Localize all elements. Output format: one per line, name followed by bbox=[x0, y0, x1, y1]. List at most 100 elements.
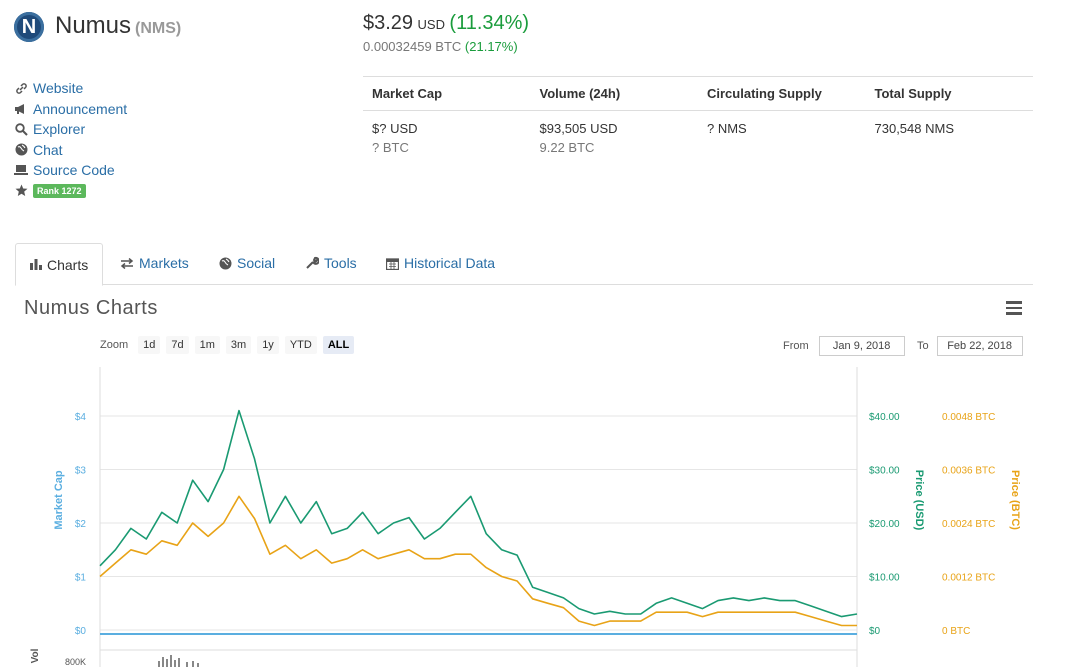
tab-tools[interactable]: Tools bbox=[305, 243, 357, 283]
zoom-1y-button[interactable]: 1y bbox=[257, 336, 279, 354]
ticks-left-label: $0 bbox=[75, 626, 87, 637]
tab-charts[interactable]: Charts bbox=[15, 243, 104, 286]
range-to: To Feb 22, 2018 bbox=[917, 336, 1023, 356]
link-chat[interactable]: Chat bbox=[14, 140, 127, 161]
exchange-icon bbox=[120, 257, 134, 269]
tab-historical-label: Historical Data bbox=[404, 255, 496, 271]
zoom-ytd-button[interactable]: YTD bbox=[284, 336, 317, 354]
zoom-controls: Zoom 1d 7d 1m 3m 1y YTD ALL bbox=[100, 336, 360, 354]
star-icon bbox=[14, 184, 28, 198]
stats-market-cap-usd: $? USD bbox=[372, 121, 418, 136]
hamburger-menu-icon[interactable] bbox=[1006, 301, 1022, 315]
stats-cell-market-cap: $? USD ? BTC bbox=[363, 121, 531, 155]
link-explorer-label[interactable]: Explorer bbox=[33, 121, 86, 138]
tab-charts-label: Charts bbox=[47, 256, 89, 273]
to-label: To bbox=[917, 340, 929, 352]
price-btc-row: 0.00032459 BTC (21.17%) bbox=[363, 39, 529, 54]
ticks-btc-label: 0.0036 BTC bbox=[942, 466, 995, 477]
stats-cell-circulating: ? NMS bbox=[698, 121, 866, 155]
stats-header-circulating: Circulating Supply bbox=[707, 86, 822, 101]
globe-icon bbox=[14, 143, 28, 157]
laptop-icon bbox=[14, 163, 28, 177]
ticks-left-label: $3 bbox=[75, 466, 87, 477]
stats-volume-btc: 9.22 BTC bbox=[539, 140, 595, 155]
rank-badge: Rank 1272 bbox=[33, 183, 86, 198]
series-line-price-btc- bbox=[99, 495, 857, 627]
stats-market-cap-btc: ? BTC bbox=[372, 140, 409, 155]
zoom-7d-button[interactable]: 7d bbox=[166, 336, 189, 354]
stats-cell-volume: $93,505 USD 9.22 BTC bbox=[531, 121, 699, 155]
volume-bar bbox=[178, 658, 180, 667]
coin-logo-letter: N bbox=[21, 15, 37, 38]
ticks-btc-label: 0.0048 BTC bbox=[942, 412, 995, 423]
series-line-price-usd- bbox=[99, 409, 858, 618]
coin-logo: N bbox=[14, 12, 44, 42]
volume-bar bbox=[174, 660, 176, 667]
chart-title: Numus Charts bbox=[24, 297, 158, 319]
chart-series bbox=[99, 409, 858, 635]
stats-header-total: Total Supply bbox=[874, 86, 952, 101]
zoom-3m-button[interactable]: 3m bbox=[225, 336, 252, 354]
chart-gridlines bbox=[100, 415, 857, 631]
bar-chart-icon bbox=[30, 259, 42, 270]
stats-value-row: $? USD ? BTC $93,505 USD 9.22 BTC ? NMS … bbox=[363, 111, 1033, 155]
ticks-usd-label: $40.00 bbox=[869, 412, 900, 423]
volume-bar bbox=[170, 655, 172, 667]
tab-social[interactable]: Social bbox=[219, 243, 275, 283]
link-explorer[interactable]: Explorer bbox=[14, 119, 127, 140]
stats-total: 730,548 NMS bbox=[874, 121, 955, 136]
stats-header-volume: Volume (24h) bbox=[539, 86, 621, 101]
coin-links: Website Announcement Explorer Chat Sourc… bbox=[14, 78, 127, 201]
link-source-code-label[interactable]: Source Code bbox=[33, 162, 115, 179]
to-date-input[interactable]: Feb 22, 2018 bbox=[936, 336, 1023, 356]
coin-name: Numus bbox=[55, 12, 132, 39]
link-announcement[interactable]: Announcement bbox=[14, 99, 127, 120]
link-website-label[interactable]: Website bbox=[33, 80, 84, 97]
price-btc: 0.00032459 BTC bbox=[363, 39, 462, 54]
ticks-usd-label: $20.00 bbox=[869, 519, 900, 530]
tab-markets[interactable]: Markets bbox=[120, 243, 189, 283]
volume-bar bbox=[197, 663, 199, 667]
volume-bar bbox=[186, 662, 188, 667]
ticks-btc-label: 0.0024 BTC bbox=[942, 519, 995, 530]
rank-row: Rank 1272 bbox=[14, 181, 127, 202]
zoom-label: Zoom bbox=[100, 339, 129, 351]
zoom-all-button[interactable]: ALL bbox=[322, 336, 355, 354]
volume-tick-label: 800K bbox=[65, 657, 86, 667]
ticks-usd-label: $30.00 bbox=[869, 466, 900, 477]
price-block: $3.29 USD (11.34%) 0.00032459 BTC (21.17… bbox=[363, 12, 529, 54]
price-change-usd: (11.34%) bbox=[449, 12, 530, 34]
zoom-1d-button[interactable]: 1d bbox=[138, 336, 161, 354]
stats-volume-usd: $93,505 USD bbox=[539, 121, 618, 136]
link-chat-label[interactable]: Chat bbox=[33, 141, 63, 158]
stats-header-row: Market Cap Volume (24h) Circulating Supp… bbox=[363, 77, 1033, 111]
ticks-left-label: $2 bbox=[75, 519, 87, 530]
volume-axis-label: Vol bbox=[30, 648, 41, 663]
stats-header-market-cap: Market Cap bbox=[372, 86, 443, 101]
ticks-left-label: $4 bbox=[75, 412, 87, 423]
link-announcement-label[interactable]: Announcement bbox=[33, 100, 128, 117]
from-date-input[interactable]: Jan 9, 2018 bbox=[818, 336, 905, 356]
link-website[interactable]: Website bbox=[14, 78, 127, 99]
ticks-usd-label: $10.00 bbox=[869, 573, 900, 584]
ticks-left-label: $1 bbox=[75, 573, 87, 584]
left-axis-label: Market Cap bbox=[53, 470, 65, 530]
stats-table: Market Cap Volume (24h) Circulating Supp… bbox=[363, 76, 1033, 155]
btc-axis-ticks: 0 BTC 0.0012 BTC 0.0024 BTC 0.0036 BTC 0.004… bbox=[942, 412, 995, 637]
globe-icon bbox=[219, 257, 232, 270]
usd-axis-ticks: $0 $10.00 $20.00 $30.00 $40.00 bbox=[869, 412, 900, 637]
zoom-1m-button[interactable]: 1m bbox=[194, 336, 220, 354]
calendar-icon bbox=[386, 257, 399, 270]
left-axis-ticks: $0 $1 $2 $3 $4 bbox=[75, 412, 87, 637]
price-currency: USD bbox=[417, 17, 445, 32]
tab-tools-label: Tools bbox=[324, 255, 357, 271]
link-source-code[interactable]: Source Code bbox=[14, 160, 127, 181]
volume-bar bbox=[192, 661, 194, 667]
range-from: From Jan 9, 2018 bbox=[783, 336, 905, 356]
price-usd: $3.29 bbox=[363, 12, 414, 34]
volume-bars bbox=[158, 655, 199, 667]
volume-bar bbox=[162, 657, 164, 667]
tab-historical-data[interactable]: Historical Data bbox=[386, 243, 495, 283]
coin-title: Numus (NMS) bbox=[55, 12, 181, 40]
